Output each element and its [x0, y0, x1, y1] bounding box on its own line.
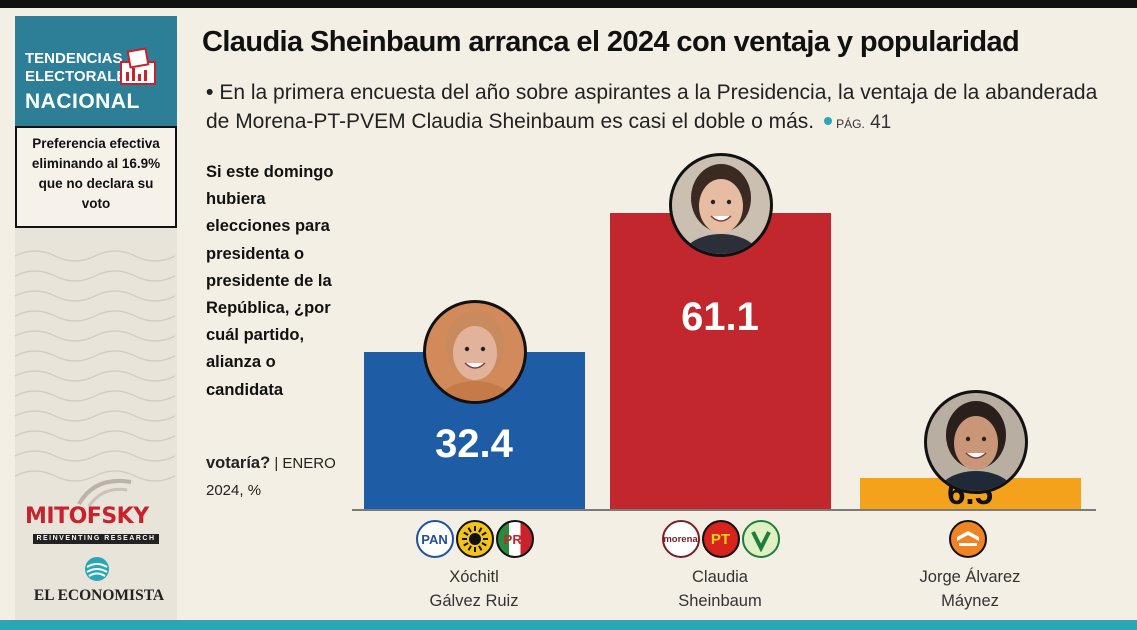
top-border: [0, 0, 1137, 8]
party-logos-row: morena PT: [661, 519, 780, 559]
party-logos-row: PAN PRI: [415, 519, 534, 559]
candidate-name: Claudia Sheinbaum: [610, 565, 830, 613]
candidate-name: Xóchitl Gálvez Ruiz: [364, 565, 584, 613]
candidate-photo: [422, 300, 527, 404]
ballot-box-icon: [120, 47, 156, 85]
bullet: •: [206, 81, 214, 104]
bar-value-label: 32.4: [435, 422, 513, 466]
bottom-border: [0, 620, 1137, 630]
page-title: Claudia Sheinbaum arranca el 2024 con ve…: [202, 26, 1020, 58]
bar-1: [364, 352, 585, 509]
party-logo-pvem: [741, 520, 780, 558]
el-economista-logo: EL ECONOMISTA: [33, 587, 165, 604]
subtitle: • En la primera encuesta del año sobre as…: [206, 78, 1126, 139]
party-logo-morena: morena: [661, 520, 700, 558]
survey-question: Si este domingo hubiera elecciones para …: [206, 163, 334, 399]
question-meta: | ENERO 2024, %: [206, 455, 336, 499]
mitofsky-tagline: REINVENTING RESEARCH: [33, 534, 159, 544]
party-logo-pan: PAN: [415, 520, 454, 558]
note-text: Preferencia efectiva eliminando al 16.9%…: [31, 136, 161, 211]
candidate-name-line: Claudia: [692, 568, 748, 586]
note-box: Preferencia efectiva eliminando al 16.9%…: [15, 126, 177, 228]
party-logos-row: [948, 519, 987, 559]
el-economista-globe-icon: [85, 557, 109, 581]
wave-pattern: [15, 250, 176, 482]
subtitle-text: En la primera encuesta del año sobre asp…: [206, 81, 1098, 133]
bar-value-label: 6.5: [947, 474, 993, 511]
candidate-name-line: Jorge Álvarez: [919, 568, 1021, 586]
party-logo-prd: [455, 520, 494, 558]
candidate-photo: [923, 390, 1028, 494]
chart-baseline: [352, 509, 1096, 511]
bar-3: [860, 478, 1081, 509]
candidate-name-line: Gálvez Ruiz: [429, 592, 519, 610]
brand-line-3: NACIONAL: [25, 90, 140, 113]
bar-2: [610, 213, 831, 509]
brand-line-1: TENDENCIAS: [25, 50, 123, 67]
page-reference: PÁG. 41: [836, 108, 891, 139]
candidate-name: Jorge Álvarez Máynez: [860, 565, 1080, 613]
candidate-name-line: Xóchitl: [449, 568, 499, 586]
survey-question-tail: votaría? | ENERO 2024, %: [206, 450, 346, 504]
mitofsky-swoosh-icon: [77, 479, 132, 507]
sidebar: TENDENCIAS ELECTORALES NACIONAL Preferen…: [15, 16, 177, 620]
bar-value-label: 61.1: [681, 295, 759, 339]
brand-box: TENDENCIAS ELECTORALES NACIONAL: [15, 16, 177, 126]
page-number: 41: [870, 112, 892, 133]
party-logo-mc: [948, 520, 987, 558]
candidate-name-line: Máynez: [941, 592, 999, 610]
page-dot-icon: [824, 117, 833, 126]
party-logo-pri: PRI: [495, 520, 534, 558]
party-logo-pt: PT: [701, 520, 740, 558]
question-last-word: votaría?: [206, 454, 271, 472]
candidate-name-line: Sheinbaum: [678, 592, 762, 610]
brand-line-2: ELECTORALES: [25, 68, 137, 85]
mitofsky-logo: MITOFSKY: [25, 504, 149, 529]
candidate-photo: [668, 153, 773, 257]
page-prefix: PÁG.: [836, 117, 865, 131]
